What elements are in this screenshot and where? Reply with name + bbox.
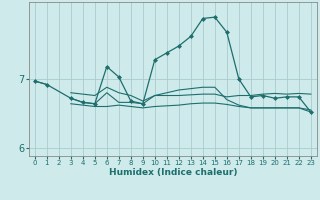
- X-axis label: Humidex (Indice chaleur): Humidex (Indice chaleur): [108, 168, 237, 177]
